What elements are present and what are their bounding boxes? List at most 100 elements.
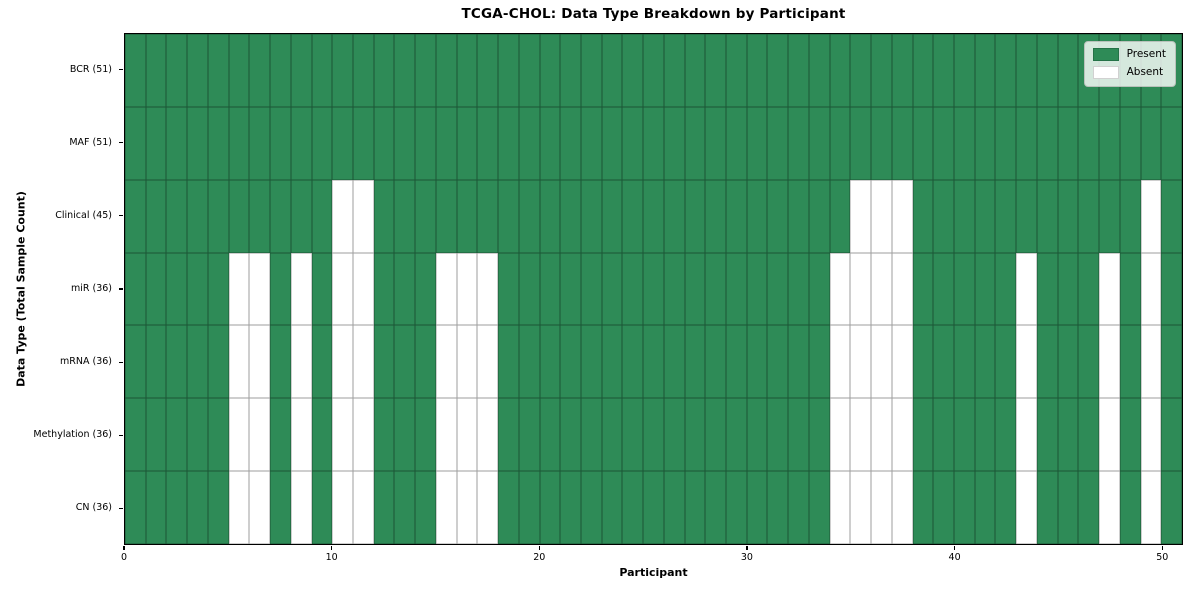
heatmap-cell: [974, 34, 996, 107]
heatmap-cell: [726, 325, 747, 399]
heatmap-cell: [871, 471, 892, 544]
heatmap-cell: [394, 106, 416, 180]
heatmap-cell: [539, 252, 561, 326]
heatmap-cell: [829, 106, 851, 180]
heatmap-cell: [435, 106, 457, 180]
heatmap-cell: [249, 179, 271, 253]
heatmap-cell: [560, 471, 581, 544]
heatmap-cell: [746, 398, 768, 472]
heatmap-cell: [1140, 179, 1162, 253]
heatmap-cell: [207, 179, 229, 253]
heatmap-cell: [726, 252, 747, 326]
heatmap-cell: [726, 471, 747, 544]
heatmap-cell: [705, 179, 727, 253]
heatmap-cell: [705, 252, 727, 326]
heatmap-cell: [518, 325, 540, 399]
heatmap-cell: [580, 179, 602, 253]
heatmap-cell: [871, 106, 892, 180]
heatmap-cell: [808, 471, 830, 544]
legend-label: Absent: [1126, 66, 1164, 78]
heatmap-cell: [995, 325, 1017, 399]
heatmap-cell: [187, 252, 208, 326]
x-tick-label: 0: [120, 552, 128, 563]
heatmap-cell: [125, 471, 146, 544]
heatmap-cell: [808, 325, 830, 399]
heatmap-cell: [622, 398, 644, 472]
heatmap-cell: [1161, 471, 1182, 544]
heatmap-cell: [746, 252, 768, 326]
heatmap-cell: [912, 179, 934, 253]
heatmap-cell: [394, 471, 416, 544]
heatmap-cell: [228, 398, 250, 472]
heatmap-cell: [726, 34, 747, 107]
heatmap-cell: [622, 471, 644, 544]
heatmap-cell: [477, 106, 499, 180]
heatmap-cell: [1078, 252, 1100, 326]
heatmap-cell: [560, 252, 581, 326]
heatmap-cell: [1016, 106, 1037, 180]
heatmap-cell: [684, 34, 706, 107]
heatmap-cell: [498, 34, 519, 107]
y-axis-title: Data Type (Total Sample Count): [14, 191, 28, 387]
heatmap-cell: [1099, 325, 1120, 399]
legend-item: Present: [1092, 48, 1166, 61]
heatmap-cell: [933, 325, 955, 399]
heatmap-cell: [145, 179, 167, 253]
heatmap-cell: [1036, 398, 1058, 472]
heatmap-cell: [933, 106, 955, 180]
heatmap-cell: [1119, 252, 1141, 326]
heatmap-cell: [850, 179, 872, 253]
heatmap-cell: [891, 106, 913, 180]
heatmap-cell: [207, 398, 229, 472]
heatmap-cell: [995, 398, 1017, 472]
heatmap-cell: [373, 398, 395, 472]
heatmap-cell: [767, 179, 789, 253]
heatmap-cell: [125, 398, 146, 472]
heatmap-cell: [1057, 252, 1079, 326]
heatmap-cell: [1036, 325, 1058, 399]
heatmap-cell: [207, 325, 229, 399]
heatmap-cell: [746, 471, 768, 544]
heatmap-cell: [1057, 325, 1079, 399]
heatmap-cell: [477, 34, 499, 107]
heatmap-cell: [891, 325, 913, 399]
heatmap-cell: [415, 179, 436, 253]
heatmap-cell: [332, 471, 353, 544]
heatmap-cell: [974, 471, 996, 544]
heatmap-cell: [829, 34, 851, 107]
y-tick-label: MAF (51): [69, 136, 112, 148]
heatmap-cell: [995, 179, 1017, 253]
heatmap-cell: [1016, 252, 1037, 326]
heatmap-cell: [663, 471, 685, 544]
heatmap-cell: [332, 252, 353, 326]
heatmap-cell: [498, 471, 519, 544]
heatmap-cell: [1078, 106, 1100, 180]
x-tick-label: 50: [1156, 552, 1169, 563]
heatmap-cell: [373, 325, 395, 399]
heatmap-cell: [850, 106, 872, 180]
heatmap-cell: [891, 179, 913, 253]
heatmap-cell: [498, 179, 519, 253]
heatmap-cell: [933, 471, 955, 544]
x-tick-mark: [331, 545, 333, 550]
heatmap-cell: [580, 325, 602, 399]
heatmap-cell: [663, 325, 685, 399]
heatmap-cell: [207, 471, 229, 544]
heatmap-cell: [415, 398, 436, 472]
heatmap-cell: [352, 398, 374, 472]
heatmap-cell: [1057, 398, 1079, 472]
y-tick-mark: [119, 142, 123, 144]
heatmap-cell: [995, 252, 1017, 326]
heatmap-cell: [125, 252, 146, 326]
heatmap-cell: [622, 179, 644, 253]
heatmap-cell: [622, 325, 644, 399]
heatmap-cell: [912, 106, 934, 180]
heatmap-cell: [394, 325, 416, 399]
heatmap-cell: [311, 252, 333, 326]
heatmap-cell: [788, 471, 809, 544]
heatmap-cell: [974, 398, 996, 472]
legend: Present Absent: [1083, 41, 1176, 87]
heatmap-cell: [290, 325, 312, 399]
heatmap-cell: [125, 34, 146, 107]
heatmap-cell: [435, 325, 457, 399]
